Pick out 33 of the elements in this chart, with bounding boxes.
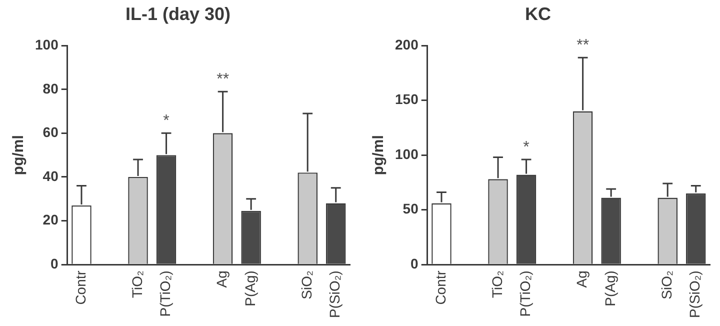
y-tick-label: 100 [35, 36, 59, 52]
annotation: * [523, 138, 530, 156]
x-tick-label: Ag [214, 270, 230, 288]
y-tick-label: 80 [42, 80, 59, 96]
annotation: ** [216, 70, 230, 88]
y-axis-title: pg/ml [370, 135, 388, 176]
annotation: * [163, 112, 170, 130]
x-tick-label: P(TiO₂) [157, 270, 174, 317]
x-tick-label: P(SiO₂) [326, 270, 343, 318]
x-tick-label: P(Ag) [602, 270, 618, 306]
x-tick-label: P(Ag) [242, 270, 258, 306]
x-tick-label: TiO₂ [128, 270, 145, 298]
y-tick-label: 50 [402, 200, 419, 217]
x-tick-label: TiO₂ [488, 270, 505, 298]
x-tick-label: Contr [72, 270, 88, 305]
y-tick-label: 0 [50, 255, 59, 272]
x-tick-label: SiO₂ [658, 270, 674, 300]
y-tick-label: 150 [395, 91, 419, 108]
x-tick-label: P(SiO₂) [686, 270, 703, 318]
y-tick-label: 200 [395, 36, 419, 52]
y-axis-title: pg/ml [10, 135, 28, 176]
y-tick-label: 100 [395, 146, 419, 162]
x-tick-label: Contr [432, 270, 448, 305]
y-tick-label: 0 [410, 255, 419, 272]
x-tick-label: P(TiO₂) [517, 270, 534, 317]
y-tick-label: 20 [42, 212, 59, 228]
x-tick-label: Ag [574, 270, 590, 288]
x-tick-label: SiO₂ [298, 270, 314, 300]
y-tick-label: 40 [42, 168, 59, 184]
chart-title: IL-1 (day 30) [125, 4, 231, 24]
chart-title: KC [525, 4, 551, 24]
y-tick-label: 60 [42, 124, 59, 140]
annotation: ** [576, 37, 590, 54]
